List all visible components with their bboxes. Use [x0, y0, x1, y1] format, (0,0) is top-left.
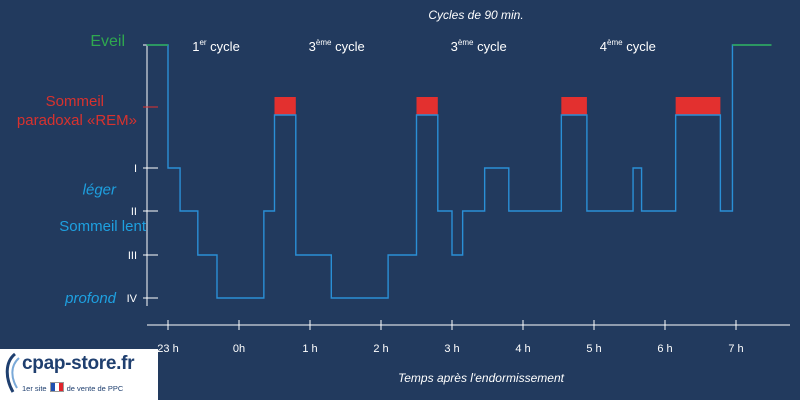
rem-blocks [274, 97, 721, 115]
y-tick-label-IV: IV [127, 293, 138, 305]
x-tick-label: 1 h [302, 343, 317, 355]
group-label: léger [83, 182, 117, 199]
french-flag-icon [49, 382, 64, 392]
cycle-label: 3ème cycle [451, 38, 507, 54]
cycle-labels: 1er cycle 3ème cycle 3ème cycle 4ème cycle [192, 38, 656, 54]
x-tick-label: 5 h [586, 343, 601, 355]
logo-name: cpap-store.fr [22, 353, 135, 374]
x-tick-label: 23 h [157, 343, 178, 355]
cycle-label: 3ème cycle [309, 38, 365, 54]
chart-title: Cycles de 90 min. [428, 8, 523, 22]
hypnogram-line [146, 44, 772, 299]
rem-block [416, 97, 438, 115]
x-tick-label: 0h [233, 343, 245, 355]
cycle-label: 4ème cycle [600, 38, 656, 54]
x-tick-label: 3 h [444, 343, 459, 355]
logo-tagline-left: 1er site [22, 384, 47, 393]
y-tick-label-I: I [134, 163, 137, 175]
group-label: Sommeil lent [59, 218, 147, 235]
stage-label-rem-line: paradoxal «REM» [17, 112, 137, 129]
stage-label-rem-line: Sommeil [46, 93, 104, 110]
cycle-label: 1er cycle [192, 38, 240, 54]
cpap-store-logo: cpap-store.fr 1er site de vente de PPC [0, 349, 158, 400]
stage-label-eveil: Eveil [90, 33, 125, 50]
stage-labels: Eveil Sommeil paradoxal «REM» léger Sommeil … [17, 33, 147, 307]
y-tick-label-III: III [128, 250, 137, 262]
x-tick-label: 4 h [515, 343, 530, 355]
rem-block [675, 97, 721, 115]
rem-block [274, 97, 296, 115]
x-tick-label: 7 h [728, 343, 743, 355]
y-tick-label-II: II [131, 206, 137, 218]
x-tick-label: 2 h [373, 343, 388, 355]
rem-block [561, 97, 587, 115]
x-axis-label: Temps après l'endormissement [398, 371, 565, 385]
logo-tagline: 1er site de vente de PPC [22, 382, 123, 393]
x-tick-label: 6 h [657, 343, 672, 355]
logo-tagline-right: de vente de PPC [66, 384, 124, 393]
group-label: profond [64, 290, 117, 307]
logo-swirl-icon [5, 352, 20, 393]
hypnogram-series [146, 44, 772, 299]
